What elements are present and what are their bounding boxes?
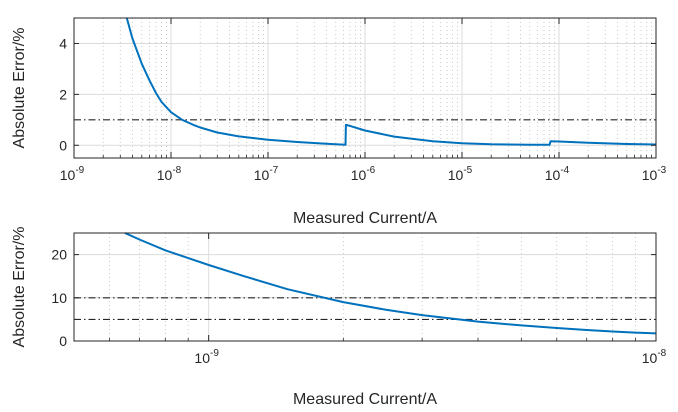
x-tick-exponent: -3 — [657, 165, 666, 176]
plot-frame — [73, 232, 657, 342]
x-axis-label: Measured Current/A — [293, 391, 437, 408]
x-tick-base: 10 — [254, 167, 270, 183]
x-tick-base: 10 — [194, 350, 210, 366]
x-tick-base: 10 — [545, 167, 561, 183]
y-tick-labels: 0 2 4 — [59, 35, 67, 153]
x-tick-exponent: -8 — [172, 165, 181, 176]
plot-area-background — [74, 233, 656, 341]
x-tick-labels: 10-9 10-8 — [194, 348, 666, 366]
grid — [73, 18, 656, 158]
y-tick-label: 4 — [59, 35, 67, 51]
x-tick-base: 10 — [351, 167, 367, 183]
top-chart: 10-9 10-8 10-7 10-6 10-5 10-4 10-3 024 Measure… — [11, 17, 667, 227]
y-axis-label: Absolute Error/% — [11, 28, 28, 149]
x-tick-exponent: -4 — [560, 165, 569, 176]
y-tick-label: 2 — [59, 86, 67, 102]
y-tick-label: 10 — [51, 290, 67, 306]
x-tick-label: 10-8 — [642, 348, 667, 366]
x-tick-base: 10 — [448, 167, 464, 183]
x-tick-labels: 10-9 10-8 10-7 10-6 10-5 10-4 10-3 — [60, 165, 667, 183]
x-tick-exponent: -6 — [366, 165, 375, 176]
x-tick-label: 10-3 — [642, 165, 667, 183]
x-tick-base: 10 — [642, 167, 658, 183]
x-tick-exponent: -9 — [75, 165, 84, 176]
tick-marks — [73, 18, 657, 158]
x-tick-label: 10-6 — [351, 165, 376, 183]
x-tick-exponent: -8 — [657, 348, 666, 359]
x-tick-base: 10 — [157, 167, 173, 183]
y-tick-label: 0 — [59, 333, 67, 349]
x-axis-label: Measured Current/A — [293, 210, 437, 227]
error-series-line — [124, 232, 657, 335]
x-tick-exponent: -5 — [463, 165, 472, 176]
x-tick-exponent: -9 — [210, 348, 219, 359]
x-tick-label: 10-8 — [157, 165, 182, 183]
x-tick-label: 10-9 — [194, 348, 219, 366]
y-axis-label: Absolute Error/% — [11, 227, 28, 348]
tick-marks — [73, 233, 657, 342]
error-series-line — [125, 17, 657, 146]
series-layer — [125, 17, 657, 146]
x-tick-label: 10-7 — [254, 165, 279, 183]
reference-lines — [74, 297, 656, 320]
y-tick-label: 20 — [51, 247, 67, 263]
x-tick-base: 10 — [60, 167, 76, 183]
x-tick-exponent: -7 — [269, 165, 278, 176]
x-tick-label: 10-5 — [448, 165, 473, 183]
x-tick-label: 10-9 — [60, 165, 85, 183]
y-tick-label: 0 — [59, 137, 67, 153]
x-tick-label: 10-4 — [545, 165, 570, 183]
y-tick-labels: 0 10 20 — [51, 247, 67, 349]
x-tick-base: 10 — [642, 350, 658, 366]
series-layer — [124, 232, 657, 335]
